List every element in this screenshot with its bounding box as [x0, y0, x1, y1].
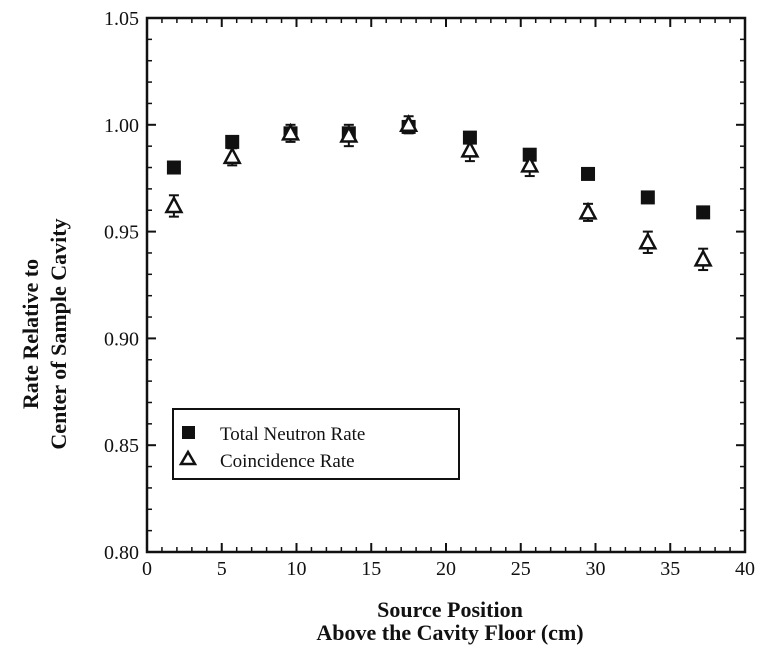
x-tick-label: 25 — [511, 558, 531, 580]
data-point-triangle — [638, 231, 658, 250]
y-axis-title-line-1: Rate Relative to — [18, 259, 43, 409]
data-point-square — [581, 166, 596, 181]
data-point-triangle — [693, 248, 713, 267]
x-tick-label: 5 — [217, 558, 227, 580]
x-axis-title: Source Position Above the Cavity Floor (… — [316, 597, 583, 645]
data-point-square — [166, 160, 181, 175]
data-point-triangle — [222, 146, 242, 165]
x-tick-label: 0 — [142, 558, 152, 580]
y-tick-label: 0.90 — [104, 328, 139, 350]
data-point-triangle — [460, 139, 480, 158]
legend: Total Neutron Rate Coincidence Rate — [172, 408, 460, 480]
x-tick-label: 30 — [586, 558, 606, 580]
data-point-square — [462, 130, 477, 145]
data-point-triangle — [399, 114, 419, 133]
y-tick-label: 1.00 — [104, 115, 139, 137]
plot-frame — [145, 16, 747, 554]
y-tick-label: 1.05 — [104, 8, 139, 30]
data-point-triangle — [280, 122, 301, 141]
legend-label-coincidence-rate: Coincidence Rate — [220, 451, 355, 472]
y-axis-title-line-2: Center of Sample Cavity — [46, 218, 71, 449]
data-point-square — [696, 205, 711, 220]
data-point-square — [225, 134, 240, 149]
legend-box — [172, 408, 460, 480]
x-tick-label: 40 — [735, 558, 755, 580]
y-axis-title: Rate Relative to Center of Sample Cavity — [18, 218, 71, 449]
legend-marker-coincidence-rate — [178, 449, 198, 466]
legend-label-total-neutron-rate: Total Neutron Rate — [220, 424, 365, 445]
x-axis-title-line-2: Above the Cavity Floor (cm) — [316, 620, 583, 645]
data-point-triangle — [578, 201, 598, 220]
x-tick-label: 10 — [287, 558, 307, 580]
data-point-triangle — [520, 154, 540, 173]
y-tick-label: 0.95 — [104, 222, 139, 244]
data-point-square — [640, 190, 655, 205]
data-point-triangle — [164, 195, 184, 214]
tick-labels: 0 5 10 15 20 25 30 35 40 0.80 0.85 0.90 0.95 1.00 1.05 — [104, 8, 755, 580]
x-tick-label: 35 — [660, 558, 680, 580]
y-tick-label: 0.85 — [104, 435, 139, 457]
x-tick-label: 15 — [361, 558, 381, 580]
y-tick-label: 0.80 — [104, 542, 139, 564]
x-axis-title-line-1: Source Position — [377, 597, 523, 622]
series-2 — [164, 114, 713, 272]
data-marks — [164, 114, 713, 272]
data-point-triangle — [339, 124, 359, 143]
series-1 — [166, 119, 711, 220]
legend-marker-total-neutron-rate — [182, 426, 195, 439]
x-tick-label: 20 — [436, 558, 456, 580]
